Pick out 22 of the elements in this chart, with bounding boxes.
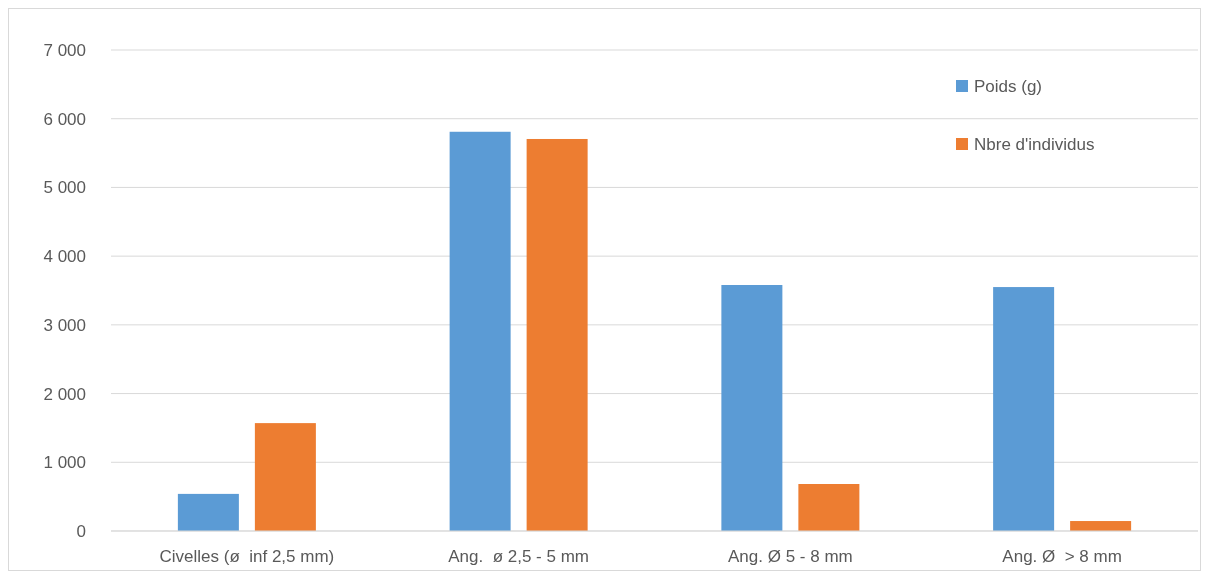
- bar: [177, 493, 239, 531]
- x-tick-label: Ang. Ø > 8 mm: [1002, 547, 1122, 566]
- bar: [449, 131, 511, 531]
- y-tick-label: 5 000: [43, 178, 86, 198]
- bar: [1070, 521, 1132, 531]
- bar: [526, 138, 588, 531]
- y-tick-label: 0: [76, 521, 86, 541]
- legend-label: Poids (g): [974, 76, 1043, 96]
- y-tick-label: 1 000: [43, 453, 86, 473]
- bar: [721, 285, 783, 531]
- legend-label: Nbre d'individus: [974, 134, 1095, 154]
- x-tick-label: Ang. Ø 5 - 8 mm: [728, 547, 853, 566]
- y-tick-label: 2 000: [43, 384, 86, 404]
- y-tick-label: 6 000: [43, 109, 86, 129]
- x-tick-label: Civelles (ø inf 2,5 mm): [159, 547, 335, 566]
- x-tick-label: Ang. ø 2,5 - 5 mm: [448, 547, 590, 566]
- bar: [798, 484, 860, 531]
- bar: [993, 287, 1055, 531]
- y-tick-label: 4 000: [43, 247, 86, 267]
- y-tick-label: 7 000: [43, 40, 86, 60]
- bar: [254, 423, 316, 531]
- y-tick-label: 3 000: [43, 315, 86, 335]
